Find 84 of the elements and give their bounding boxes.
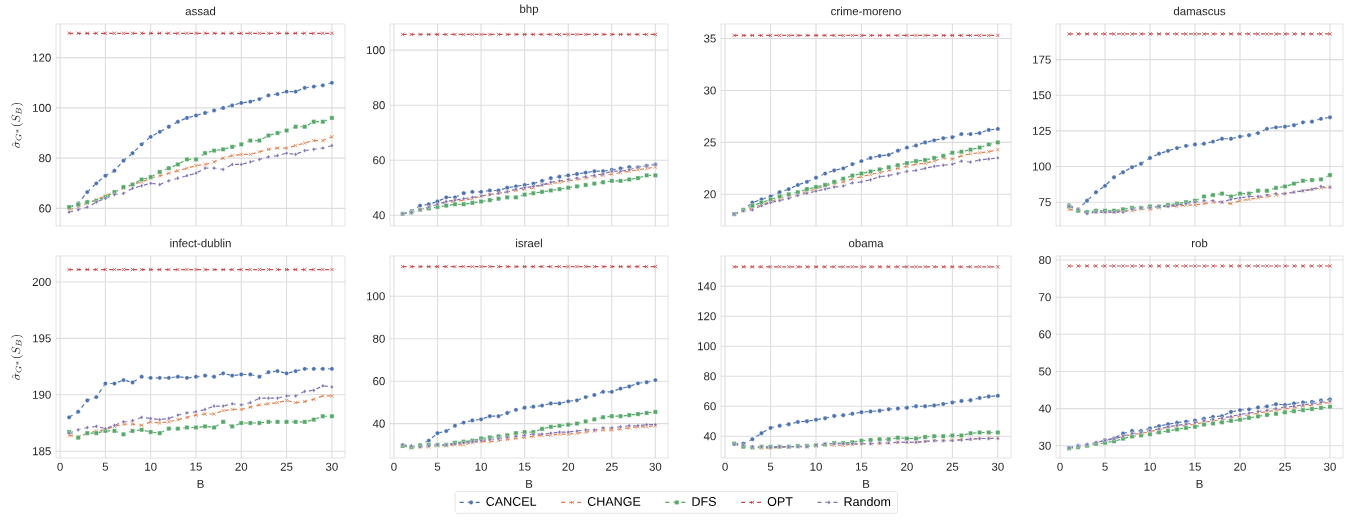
y-tick-label: 200 xyxy=(32,277,51,286)
y-axis-title: $\hat{\sigma}_{G^*}(S_B)$ xyxy=(11,334,24,380)
y-tick-label: 75 xyxy=(1039,198,1051,207)
chart-title: rob xyxy=(1191,238,1208,248)
legend-label: OPT xyxy=(767,497,793,506)
y-tick-label: 80 xyxy=(373,334,385,343)
x-tick-label: 10 xyxy=(475,462,487,471)
y-tick-label: 100 xyxy=(33,103,51,112)
y-tick-label: 80 xyxy=(39,154,51,163)
x-tick-label: 15 xyxy=(1189,462,1201,471)
x-tick-label: 30 xyxy=(325,462,338,471)
x-tick-label: 15 xyxy=(190,462,202,471)
y-tick-label: 100 xyxy=(1033,162,1051,171)
x-tick-label: 30 xyxy=(991,462,1004,471)
y-tick-label: 185 xyxy=(33,447,51,456)
y-tick-label: 35 xyxy=(703,34,716,43)
y-tick-label: 30 xyxy=(703,86,716,95)
x-tick-label: 30 xyxy=(1324,462,1336,471)
legend-label: CHANGE xyxy=(587,497,641,506)
y-tick-label: 60 xyxy=(373,156,385,165)
y-tick-label: 25 xyxy=(704,138,716,147)
chart-title: infect-dublin xyxy=(170,238,231,248)
chart-title: crime-moreno xyxy=(831,6,901,16)
x-tick-label: 5 xyxy=(102,462,109,471)
y-tick-label: 40 xyxy=(372,419,385,428)
x-tick-label: 20 xyxy=(235,462,248,471)
y-tick-label: 120 xyxy=(33,53,51,62)
y-axis-title: $\hat{\sigma}_{G^*}(S_B)$ xyxy=(11,102,24,148)
y-tick-label: 140 xyxy=(698,282,716,291)
x-tick-label: 0 xyxy=(1057,462,1063,471)
y-tick-label: 60 xyxy=(373,377,385,386)
x-tick-label: 20 xyxy=(562,462,575,471)
x-tick-label: 25 xyxy=(280,462,293,471)
x-tick-label: 0 xyxy=(57,462,63,471)
chart-title: assad xyxy=(185,6,216,16)
x-tick-label: 25 xyxy=(946,462,959,471)
y-tick-label: 60 xyxy=(704,402,716,411)
x-tick-label: 10 xyxy=(145,462,157,471)
x-axis-title: B xyxy=(197,479,204,488)
y-tick-label: 40 xyxy=(1038,404,1051,413)
x-axis-title: B xyxy=(1196,479,1203,488)
x-tick-label: 30 xyxy=(649,462,662,471)
legend-label: Random xyxy=(844,496,891,507)
chart-title: damascus xyxy=(1173,6,1226,16)
x-tick-label: 15 xyxy=(519,462,531,471)
y-tick-label: 100 xyxy=(367,46,385,55)
y-tick-label: 125 xyxy=(1033,126,1051,135)
y-tick-label: 80 xyxy=(704,372,716,381)
y-tick-label: 120 xyxy=(698,312,716,321)
y-tick-label: 40 xyxy=(703,432,716,441)
x-tick-label: 20 xyxy=(901,462,913,471)
x-axis-title: B xyxy=(863,479,870,488)
y-tick-label: 30 xyxy=(1038,441,1051,450)
x-tick-label: 25 xyxy=(1279,462,1291,471)
x-axis-title: B xyxy=(526,479,533,488)
y-tick-label: 80 xyxy=(373,101,385,110)
y-tick-label: 60 xyxy=(39,204,51,213)
y-tick-label: 175 xyxy=(1033,55,1051,64)
y-tick-label: 40 xyxy=(372,211,385,220)
y-tick-label: 100 xyxy=(698,342,716,351)
y-tick-label: 100 xyxy=(367,292,385,301)
x-tick-label: 5 xyxy=(767,462,774,471)
x-tick-label: 20 xyxy=(1234,462,1246,471)
y-tick-label: 70 xyxy=(1039,293,1051,302)
x-tick-label: 25 xyxy=(606,462,618,471)
chart-title: obama xyxy=(848,238,884,248)
x-tick-label: 15 xyxy=(855,462,868,471)
y-tick-label: 150 xyxy=(1033,91,1051,100)
chart-title: israel xyxy=(516,238,542,248)
y-tick-label: 195 xyxy=(33,334,51,343)
legend-label: DFS xyxy=(692,497,716,506)
x-tick-label: 0 xyxy=(722,462,728,471)
x-tick-label: 0 xyxy=(391,462,397,471)
y-tick-label: 190 xyxy=(33,390,51,399)
x-tick-label: 10 xyxy=(810,462,822,471)
legend-label: CANCEL xyxy=(486,497,537,506)
chart-title: bhp xyxy=(520,4,539,16)
x-tick-label: 5 xyxy=(434,462,441,471)
x-tick-label: 10 xyxy=(1144,462,1156,471)
x-tick-label: 5 xyxy=(1102,462,1108,471)
y-tick-label: 20 xyxy=(704,190,716,199)
y-tick-label: 80 xyxy=(1039,256,1051,265)
y-tick-label: 60 xyxy=(1039,330,1051,339)
y-tick-label: 50 xyxy=(1039,367,1051,376)
